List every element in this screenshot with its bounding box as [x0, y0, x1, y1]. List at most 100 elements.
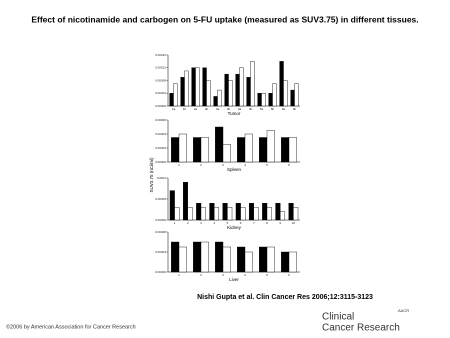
- bar: [237, 137, 246, 163]
- title: Effect of nicotinamide and carbogen on 5…: [31, 14, 418, 24]
- bar: [275, 202, 281, 221]
- bar: [239, 67, 244, 107]
- bar: [222, 202, 228, 221]
- x-tick-label: 9: [279, 221, 281, 225]
- bar: [294, 83, 299, 107]
- y-tick-label: 0.00005: [155, 197, 166, 201]
- x-tick-label: 6: [240, 221, 242, 225]
- bar: [171, 241, 180, 273]
- bar: [206, 80, 211, 107]
- y-tick-label: 0.00004: [155, 91, 166, 95]
- logo: Clinical: [322, 312, 354, 323]
- x-tick-label: 2: [187, 221, 189, 225]
- x-tick-label: 2b: [205, 107, 209, 111]
- copyright: ©2006 by American Association for Cancer…: [6, 323, 136, 330]
- x-axis-label: Kidney: [227, 225, 242, 230]
- x-tick-label: 5: [266, 273, 268, 277]
- x-tick-label: 1: [178, 273, 180, 277]
- bar: [173, 83, 178, 107]
- bar: [237, 246, 246, 273]
- bar: [209, 202, 215, 221]
- bar: [193, 241, 202, 273]
- bar: [288, 251, 297, 273]
- bar: [169, 93, 174, 107]
- bar: [248, 202, 254, 221]
- bar: [222, 144, 231, 163]
- bar: [224, 73, 229, 107]
- x-tick-label: 6b: [293, 107, 297, 111]
- x-tick-label: 1: [178, 163, 180, 167]
- x-tick-label: 5b: [271, 107, 275, 111]
- bar: [279, 61, 284, 107]
- x-tick-label: 5: [227, 221, 229, 225]
- bar: [261, 93, 266, 107]
- y-tick-label: 0.00016: [155, 53, 166, 57]
- bar: [227, 207, 233, 221]
- bar: [266, 207, 272, 221]
- bar: [266, 130, 275, 163]
- bar: [280, 211, 286, 221]
- bar: [235, 73, 240, 107]
- bar: [250, 61, 255, 107]
- bar: [290, 89, 295, 107]
- bar: [228, 80, 233, 107]
- bar: [257, 93, 262, 107]
- y-tick-label: 0.00008: [155, 230, 166, 234]
- bar: [288, 202, 294, 221]
- bar: [244, 133, 253, 163]
- y-tick-label: 0.00000: [155, 160, 166, 164]
- y-tick-label: 0.00000: [155, 218, 166, 222]
- bar: [215, 241, 224, 273]
- bar: [217, 89, 222, 107]
- y-tick-label: 0.0001: [157, 176, 167, 180]
- bar: [244, 251, 253, 273]
- x-tick-label: 10: [292, 221, 296, 225]
- x-tick-label: 6: [288, 163, 290, 167]
- bar: [283, 80, 288, 107]
- x-tick-label: 6: [288, 273, 290, 277]
- bar: [293, 207, 299, 221]
- x-tick-label: 3: [222, 273, 224, 277]
- bar: [180, 77, 185, 107]
- y-tick-label: 0.00000: [155, 104, 166, 108]
- y-tick-label: 0.00000: [155, 270, 166, 274]
- x-tick-label: 3b: [227, 107, 231, 111]
- bar: [262, 202, 268, 221]
- y-tick-label: 0.00004: [155, 250, 166, 254]
- y-tick-label: 0.00002: [155, 146, 166, 150]
- bar: [281, 251, 290, 273]
- logo-org: AACR: [398, 308, 409, 313]
- bar: [253, 207, 259, 221]
- x-tick-label: 4: [244, 163, 246, 167]
- bar: [215, 126, 224, 163]
- x-tick-label: 7: [253, 221, 255, 225]
- bar: [213, 207, 220, 221]
- bar: [200, 137, 209, 163]
- x-axis-label: Tumor: [228, 111, 241, 116]
- bar: [178, 246, 187, 273]
- y-tick-label: 0.00012: [155, 66, 166, 70]
- bar: [213, 96, 218, 107]
- x-tick-label: 5a: [260, 107, 264, 111]
- y-axis-label: SUV3.75 (nCi/ml): [149, 157, 154, 193]
- x-tick-label: 2: [200, 273, 202, 277]
- bar: [240, 207, 246, 221]
- bar: [272, 83, 277, 107]
- bar: [200, 207, 206, 221]
- bar: [235, 202, 241, 221]
- bar: [266, 246, 275, 273]
- x-tick-label: 1b: [183, 107, 187, 111]
- x-tick-label: 2a: [194, 107, 198, 111]
- y-tick-label: 0.00006: [155, 118, 166, 122]
- x-axis-label: Spleen: [227, 167, 242, 172]
- bar: [169, 190, 175, 221]
- bar: [196, 202, 202, 221]
- x-tick-label: 2: [200, 163, 202, 167]
- x-axis-label: Liver: [229, 277, 239, 282]
- x-tick-label: 1a: [172, 107, 176, 111]
- bar: [178, 133, 187, 163]
- bar: [171, 137, 180, 163]
- x-tick-label: 3: [200, 221, 202, 225]
